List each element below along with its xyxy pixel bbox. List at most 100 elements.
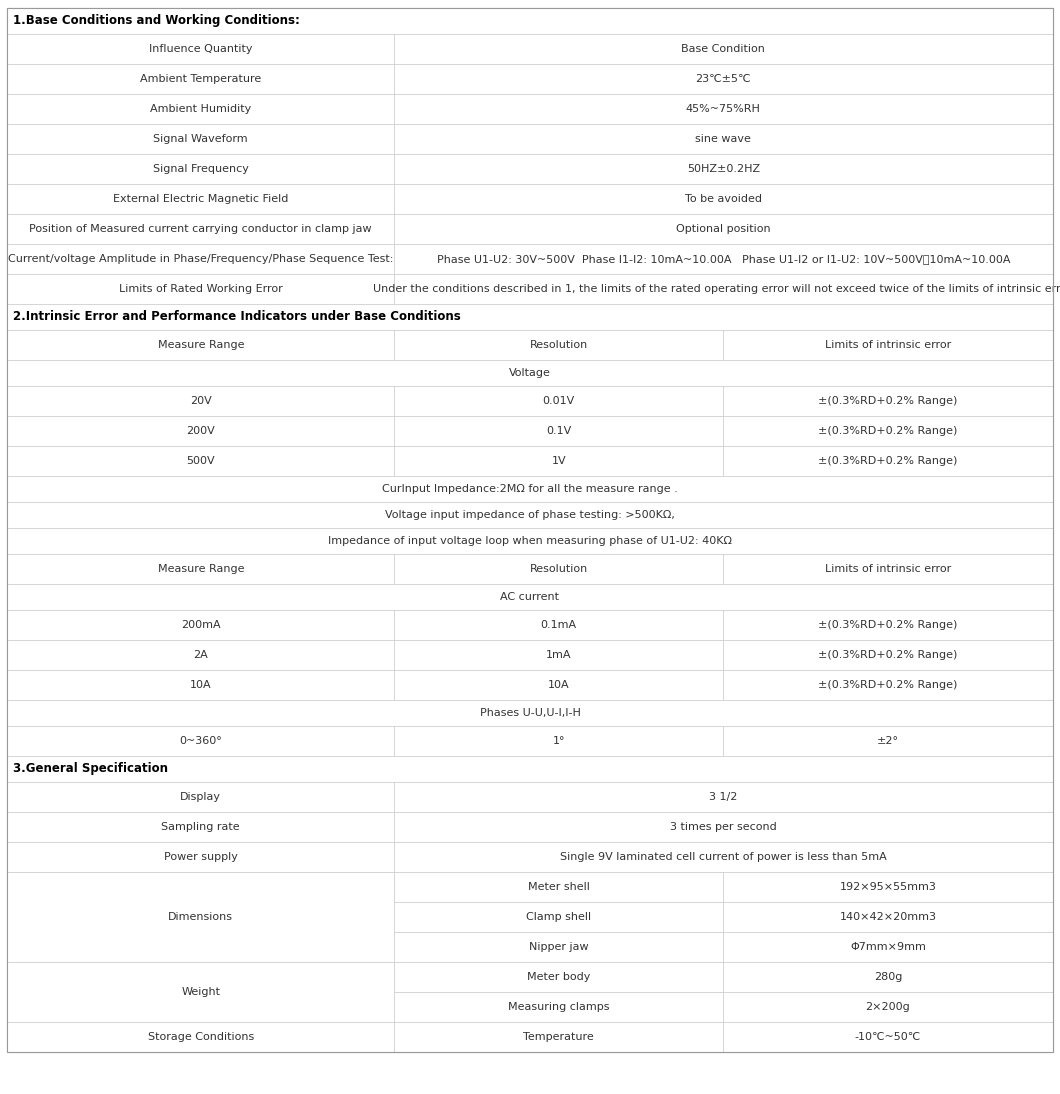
Text: Power supply: Power supply	[164, 851, 237, 862]
Text: Ambient Humidity: Ambient Humidity	[151, 104, 251, 114]
Text: AC current: AC current	[500, 592, 560, 602]
Bar	[7, 962, 394, 1022]
Text: Resolution: Resolution	[530, 339, 588, 350]
Bar	[7, 445, 394, 476]
Bar	[7, 244, 394, 274]
Text: CurInput Impedance:2MΩ for all the measure range .: CurInput Impedance:2MΩ for all the measu…	[382, 484, 678, 493]
Bar	[7, 329, 394, 360]
Bar	[7, 609, 394, 640]
Bar	[394, 554, 723, 584]
Text: ±(0.3%RD+0.2% Range): ±(0.3%RD+0.2% Range)	[818, 650, 957, 660]
Text: Meter shell: Meter shell	[528, 882, 589, 892]
Text: ±(0.3%RD+0.2% Range): ±(0.3%RD+0.2% Range)	[818, 679, 957, 689]
Text: Display: Display	[180, 792, 222, 802]
Text: Under the conditions described in 1, the limits of the rated operating error wil: Under the conditions described in 1, the…	[373, 283, 1060, 293]
Text: ±(0.3%RD+0.2% Range): ±(0.3%RD+0.2% Range)	[818, 456, 957, 466]
Bar	[7, 213, 394, 244]
Text: Measure Range: Measure Range	[158, 563, 244, 573]
Bar	[394, 609, 723, 640]
Text: Measuring clamps: Measuring clamps	[508, 1002, 609, 1012]
Text: 1V: 1V	[551, 456, 566, 466]
Bar	[7, 756, 1053, 781]
Bar	[394, 386, 723, 416]
Bar	[723, 725, 1053, 756]
Text: External Electric Magnetic Field: External Electric Magnetic Field	[113, 194, 288, 203]
Text: Weight: Weight	[181, 987, 220, 997]
Text: 2×200g: 2×200g	[866, 1002, 911, 1012]
Bar	[7, 8, 1053, 34]
Bar	[723, 1022, 1053, 1051]
Bar	[7, 416, 394, 445]
Bar	[7, 476, 1053, 502]
Bar	[394, 872, 723, 901]
Bar	[723, 670, 1053, 700]
Text: ±(0.3%RD+0.2% Range): ±(0.3%RD+0.2% Range)	[818, 426, 957, 435]
Text: 45%~75%RH: 45%~75%RH	[686, 104, 761, 114]
Text: Base Condition: Base Condition	[682, 44, 765, 54]
Text: Voltage: Voltage	[509, 368, 551, 377]
Text: Current/voltage Amplitude in Phase/Frequency/Phase Sequence Test:: Current/voltage Amplitude in Phase/Frequ…	[8, 254, 393, 264]
Bar	[7, 94, 394, 124]
Bar	[7, 584, 1053, 609]
Bar	[394, 416, 723, 445]
Bar	[723, 386, 1053, 416]
Bar	[723, 640, 1053, 670]
Bar	[7, 184, 394, 213]
Bar	[7, 725, 394, 756]
Bar	[394, 841, 1053, 872]
Text: Phases U-U,U-I,I-H: Phases U-U,U-I,I-H	[479, 708, 581, 718]
Bar	[723, 554, 1053, 584]
Text: Impedance of input voltage loop when measuring phase of U1-U2: 40KΩ: Impedance of input voltage loop when mea…	[328, 536, 732, 546]
Text: Position of Measured current carrying conductor in clamp jaw: Position of Measured current carrying co…	[30, 223, 372, 234]
Text: Resolution: Resolution	[530, 563, 588, 573]
Text: 3.General Specification: 3.General Specification	[14, 763, 169, 776]
Bar	[394, 63, 1053, 94]
Bar	[394, 1022, 723, 1051]
Bar	[394, 153, 1053, 184]
Bar	[394, 124, 1053, 153]
Bar	[394, 670, 723, 700]
Text: 140×42×20mm3: 140×42×20mm3	[840, 911, 936, 921]
Bar	[394, 329, 723, 360]
Bar	[7, 640, 394, 670]
Bar	[7, 554, 394, 584]
Bar	[7, 527, 1053, 554]
Text: 280g: 280g	[873, 971, 902, 981]
Text: Nipper jaw: Nipper jaw	[529, 942, 588, 952]
Bar	[7, 812, 394, 841]
Bar	[7, 872, 394, 901]
Text: Temperature: Temperature	[524, 1032, 594, 1041]
Bar	[723, 445, 1053, 476]
Bar	[394, 901, 723, 932]
Text: Clamp shell: Clamp shell	[526, 911, 591, 921]
Text: Limits of Rated Working Error: Limits of Rated Working Error	[119, 283, 283, 293]
Bar	[7, 700, 1053, 725]
Bar	[394, 781, 1053, 812]
Bar	[7, 841, 394, 872]
Bar	[394, 274, 1053, 304]
Bar	[7, 502, 1053, 527]
Text: 1.Base Conditions and Working Conditions:: 1.Base Conditions and Working Conditions…	[14, 14, 300, 27]
Text: Influence Quantity: Influence Quantity	[149, 44, 252, 54]
Bar	[723, 991, 1053, 1022]
Bar	[723, 329, 1053, 360]
Text: Φ7mm×9mm: Φ7mm×9mm	[850, 942, 925, 952]
Text: -10℃~50℃: -10℃~50℃	[854, 1032, 921, 1041]
Text: 3 1/2: 3 1/2	[709, 792, 738, 802]
Text: 2A: 2A	[193, 650, 208, 660]
Bar	[394, 640, 723, 670]
Text: Meter body: Meter body	[527, 971, 590, 981]
Bar	[7, 360, 1053, 386]
Bar	[394, 991, 723, 1022]
Text: 23℃±5℃: 23℃±5℃	[695, 73, 752, 83]
Text: Limits of intrinsic error: Limits of intrinsic error	[825, 339, 951, 350]
Text: Phase U1-U2: 30V~500V  Phase I1-I2: 10mA~10.00A   Phase U1-I2 or I1-U2: 10V~500V: Phase U1-U2: 30V~500V Phase I1-I2: 10mA~…	[437, 254, 1010, 264]
Bar	[7, 781, 394, 812]
Text: ±2°: ±2°	[877, 735, 899, 746]
Text: sine wave: sine wave	[695, 133, 752, 143]
Bar	[723, 901, 1053, 932]
Bar	[7, 153, 394, 184]
Text: 192×95×55mm3: 192×95×55mm3	[840, 882, 936, 892]
Text: 10A: 10A	[548, 679, 569, 689]
Bar	[723, 416, 1053, 445]
